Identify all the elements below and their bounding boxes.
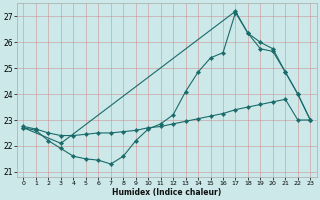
X-axis label: Humidex (Indice chaleur): Humidex (Indice chaleur) [112,188,221,197]
